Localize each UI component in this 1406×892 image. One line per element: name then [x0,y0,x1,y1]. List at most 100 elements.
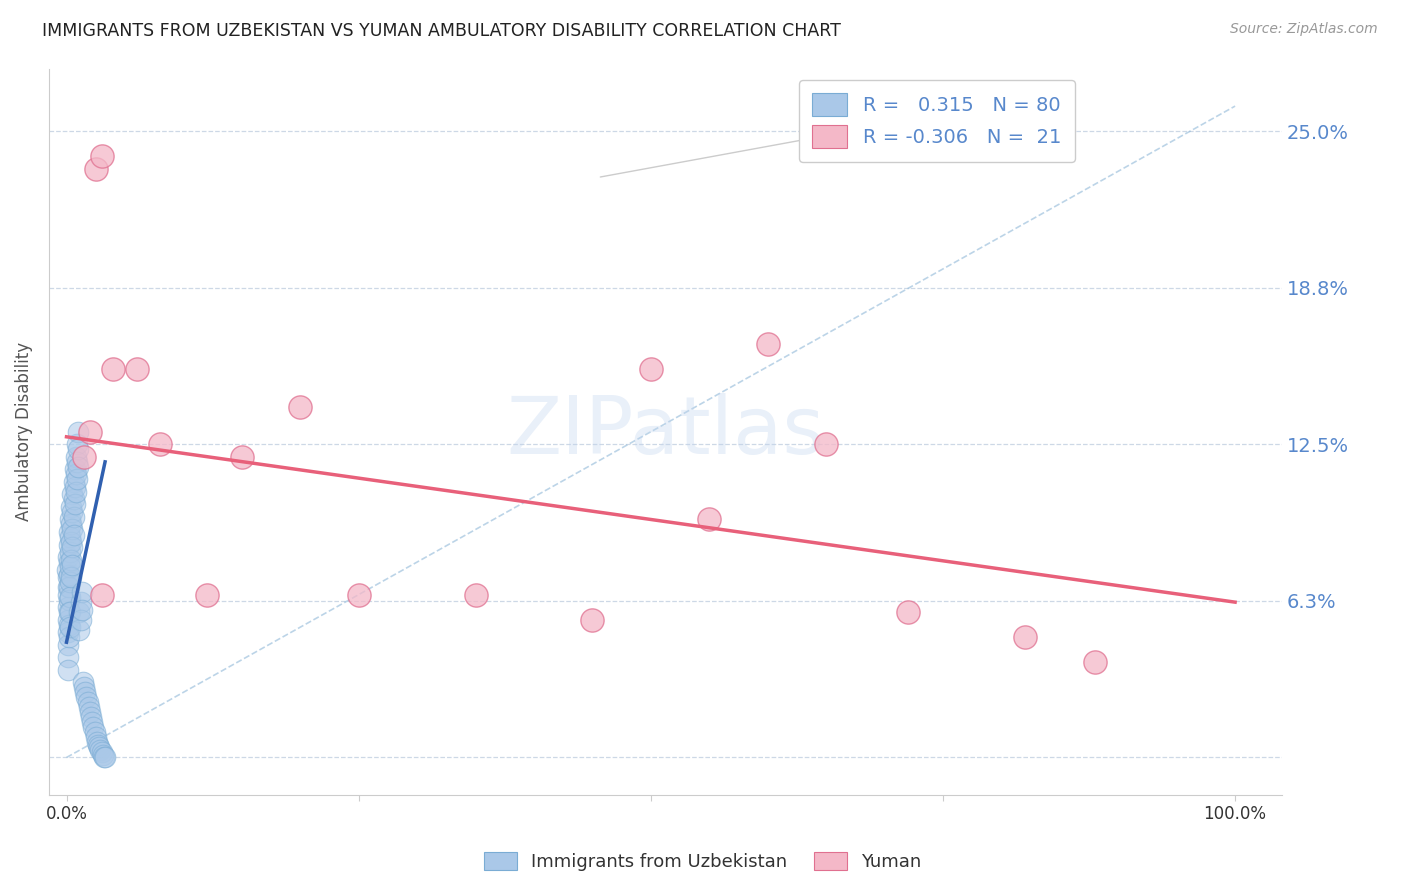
Point [56,550,79,565]
Text: Source: ZipAtlas.com: Source: ZipAtlas.com [1230,22,1378,37]
Point [60,523,83,537]
Point [79,425,101,439]
Point [89,743,111,757]
Point [60,558,83,572]
Point [90,746,112,760]
Point [94,750,117,764]
Point [62,527,84,541]
Point [89,740,111,755]
Point [65,484,87,499]
Point [63,498,86,512]
Point [59,512,82,526]
Point [60,540,83,554]
Point [1084,655,1107,669]
Point [62,510,84,524]
Point [65,450,87,464]
Legend: R =   0.315   N = 80, R = -0.306   N =  21: R = 0.315 N = 80, R = -0.306 N = 21 [799,79,1074,161]
Point [103,362,125,376]
Point [84,161,107,176]
Point [66,437,89,451]
Point [56,570,79,584]
Point [58,567,80,582]
Point [67,605,90,619]
Point [56,638,79,652]
Point [756,337,779,351]
Point [60,570,83,584]
Point [56,600,79,615]
Point [897,605,920,619]
Point [60,500,83,514]
Point [79,706,101,720]
Point [70,585,93,599]
Point [59,530,82,544]
Point [347,588,370,602]
Point [69,595,91,609]
Point [60,505,83,519]
Point [59,560,82,574]
Point [67,623,90,637]
Point [60,487,83,501]
Point [90,588,112,602]
Point [56,580,79,594]
Point [58,617,80,632]
Point [67,459,90,474]
Point [86,735,108,749]
Point [80,710,103,724]
Point [59,620,82,634]
Legend: Immigrants from Uzbekistan, Yuman: Immigrants from Uzbekistan, Yuman [477,845,929,879]
Point [58,537,80,551]
Point [58,524,80,539]
Point [231,450,253,464]
Point [59,575,82,590]
Point [73,681,96,695]
Point [58,555,80,569]
Point [581,613,603,627]
Point [66,455,89,469]
Point [65,467,87,482]
Point [640,362,662,376]
Point [66,472,89,486]
Point [69,613,91,627]
Point [1014,630,1036,644]
Point [195,588,218,602]
Point [59,545,82,559]
Point [58,605,80,619]
Point [60,517,83,532]
Point [75,690,97,705]
Point [58,580,80,594]
Point [63,480,86,494]
Point [60,535,83,549]
Point [62,475,84,489]
Point [149,437,172,451]
Point [83,725,105,739]
Point [73,450,96,464]
Point [75,685,97,699]
Point [56,625,79,640]
Point [84,731,107,745]
Point [58,592,80,607]
Point [70,602,93,616]
Point [72,675,94,690]
Point [77,700,100,714]
Point [59,605,82,619]
Point [82,720,104,734]
Point [59,590,82,604]
Point [60,552,83,566]
Point [125,362,148,376]
Point [90,149,112,163]
Y-axis label: Ambulatory Disability: Ambulatory Disability [15,343,32,521]
Point [93,750,115,764]
Point [56,650,79,665]
Point [55,563,77,577]
Point [58,630,80,644]
Point [56,663,79,677]
Point [56,588,79,602]
Point [67,442,90,457]
Point [63,462,86,476]
Point [76,695,98,709]
Point [67,425,90,439]
Point [82,715,104,730]
Text: IMMIGRANTS FROM UZBEKISTAN VS YUMAN AMBULATORY DISABILITY CORRELATION CHART: IMMIGRANTS FROM UZBEKISTAN VS YUMAN AMBU… [42,22,841,40]
Point [290,400,312,414]
Point [91,747,114,762]
